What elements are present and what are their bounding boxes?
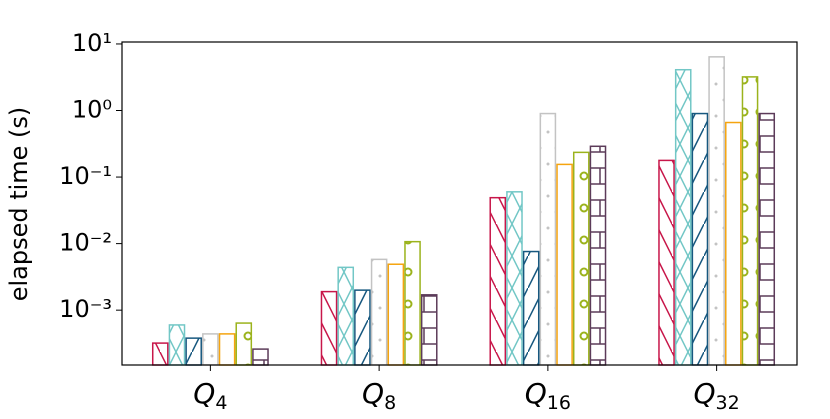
y-tick-label: 10¹: [72, 29, 112, 57]
bar: [758, 112, 776, 366]
bar: [522, 250, 540, 366]
bar: [674, 68, 692, 366]
bar: [252, 348, 269, 366]
bar: [539, 112, 557, 366]
bar: [691, 112, 709, 366]
bar: [741, 76, 759, 366]
y-tick-label: 10⁻³: [59, 295, 112, 323]
bar: [202, 333, 219, 366]
y-tick-label: 10⁻¹: [59, 162, 112, 190]
bar: [708, 56, 725, 366]
bar: [370, 258, 388, 366]
x-tick-label: Q16: [525, 377, 571, 414]
y-axis-label: elapsed time (s): [5, 107, 33, 302]
bar: [556, 163, 573, 366]
bar: [387, 263, 405, 366]
x-tick-label: Q32: [694, 377, 740, 414]
bar: [320, 290, 338, 366]
bar: [420, 294, 438, 366]
bar: [506, 191, 523, 366]
bar: [354, 289, 371, 366]
bar: [589, 145, 607, 366]
bar: [218, 333, 236, 366]
x-tick-label: Q4: [193, 377, 227, 414]
bar: [404, 240, 421, 366]
y-tick-label: 10⁰: [72, 96, 112, 124]
axes-frame: [121, 41, 798, 366]
y-tick-label: 10⁻²: [59, 229, 112, 257]
bar: [235, 322, 253, 366]
x-tick-label: Q8: [362, 377, 396, 414]
bar: [185, 337, 202, 366]
bar: [337, 266, 355, 366]
bar: [489, 196, 507, 366]
bar: [572, 151, 590, 366]
bar: [151, 342, 169, 366]
bar: [658, 159, 675, 366]
bar: [725, 121, 742, 366]
bar: [168, 324, 186, 366]
